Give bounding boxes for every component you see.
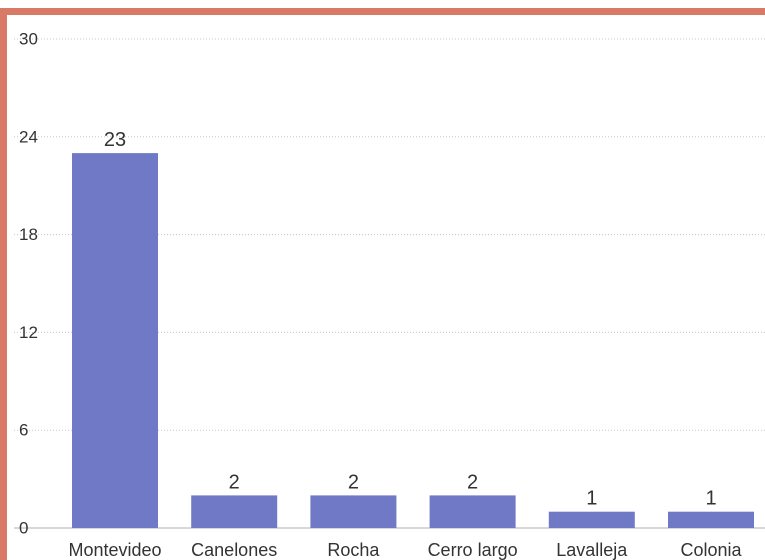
x-tick-label: Canelones: [191, 540, 277, 560]
x-tick-label: Rocha: [327, 540, 380, 560]
y-tick-label: 18: [19, 225, 38, 244]
data-label: 23: [104, 129, 126, 151]
x-tick-label: Lavalleja: [556, 540, 628, 560]
bar-0: [72, 153, 158, 528]
data-label: 1: [705, 488, 716, 510]
bar-3: [429, 495, 516, 528]
bar-5: [668, 511, 754, 528]
x-tick-label: Cerro largo: [428, 540, 518, 560]
bar-1: [191, 495, 278, 528]
data-label: 2: [467, 471, 478, 493]
y-tick-label: 6: [19, 421, 28, 440]
labels: 0 6 12 18 24 30 23 Montevideo 2 Canelones 2 Rocha 2 C…: [19, 30, 743, 560]
frame: [0, 8, 765, 560]
data-label: 1: [586, 488, 597, 510]
y-tick-label: 24: [19, 127, 38, 146]
frame-left: [0, 8, 7, 560]
frame-top: [0, 8, 765, 15]
x-tick-label: Montevideo: [68, 540, 161, 560]
data-label: 2: [229, 471, 240, 493]
bar-2: [310, 495, 397, 528]
data-label: 2: [348, 471, 359, 493]
y-tick-label: 12: [19, 323, 38, 342]
bars: [72, 153, 754, 528]
x-tick-label: Colonia: [680, 540, 742, 560]
y-tick-label: 0: [19, 519, 28, 538]
bar-4: [548, 511, 635, 528]
y-tick-label: 30: [19, 30, 38, 49]
